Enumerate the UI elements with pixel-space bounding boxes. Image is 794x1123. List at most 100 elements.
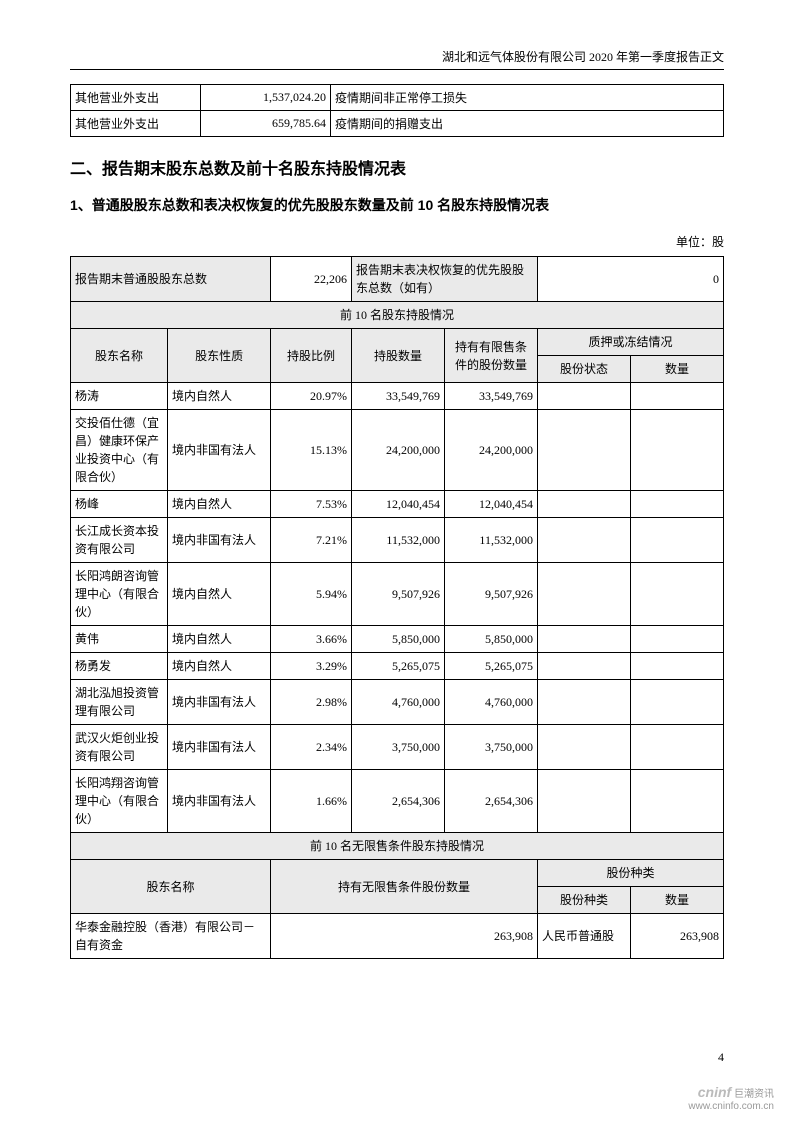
table-cell: 15.13%	[271, 410, 352, 491]
table-cell: 境内非国有法人	[168, 410, 271, 491]
col-name: 股东名称	[71, 329, 168, 383]
table-cell: 20.97%	[271, 383, 352, 410]
table-cell	[630, 518, 723, 563]
table-cell: 2,654,306	[444, 770, 537, 833]
section-heading-2: 二、报告期末股东总数及前十名股东持股情况表	[70, 155, 724, 179]
summary-right-label: 报告期末表决权恢复的优先股股东总数（如有）	[351, 257, 537, 302]
col-ratio: 持股比例	[271, 329, 352, 383]
table-cell: 长阳鸿朗咨询管理中心（有限合伙）	[71, 563, 168, 626]
table-cell: 263,908	[271, 914, 538, 959]
summary-left-label: 报告期末普通股股东总数	[71, 257, 271, 302]
table-cell: 5,850,000	[351, 626, 444, 653]
table-cell: 湖北泓旭投资管理有限公司	[71, 680, 168, 725]
table-cell: 4,760,000	[351, 680, 444, 725]
table-cell: 杨涛	[71, 383, 168, 410]
table-cell: 7.53%	[271, 491, 352, 518]
table-cell: 境内非国有法人	[168, 680, 271, 725]
table-cell	[537, 653, 630, 680]
table-cell: 24,200,000	[351, 410, 444, 491]
top10-title: 前 10 名股东持股情况	[71, 302, 724, 329]
table-row: 湖北泓旭投资管理有限公司境内非国有法人2.98%4,760,0004,760,0…	[71, 680, 724, 725]
table-cell: 境内非国有法人	[168, 770, 271, 833]
table-cell: 境内自然人	[168, 383, 271, 410]
table-cell: 9,507,926	[351, 563, 444, 626]
table-row: 杨涛境内自然人20.97%33,549,76933,549,769	[71, 383, 724, 410]
table-cell: 3.29%	[271, 653, 352, 680]
expense-table: 其他营业外支出1,537,024.20疫情期间非正常停工损失其他营业外支出659…	[70, 84, 724, 137]
summary-right-value: 0	[537, 257, 723, 302]
table-cell: 33,549,769	[351, 383, 444, 410]
col-qty: 数量	[630, 356, 723, 383]
table-cell: 659,785.64	[201, 111, 331, 137]
table-cell	[537, 770, 630, 833]
table-cell	[630, 725, 723, 770]
table-cell: 3,750,000	[444, 725, 537, 770]
footer-logo: cninf 巨潮资讯 www.cninfo.com.cn	[688, 1084, 774, 1113]
table-row: 黄伟境内自然人3.66%5,850,0005,850,000	[71, 626, 724, 653]
table-row: 长江成长资本投资有限公司境内非国有法人7.21%11,532,00011,532…	[71, 518, 724, 563]
table-cell: 长江成长资本投资有限公司	[71, 518, 168, 563]
table-cell: 2.98%	[271, 680, 352, 725]
table-cell: 境内非国有法人	[168, 518, 271, 563]
table-cell: 华泰金融控股（香港）有限公司－自有资金	[71, 914, 271, 959]
table-cell	[537, 383, 630, 410]
col-pledge-title: 质押或冻结情况	[537, 329, 723, 356]
ur-col-type: 股份种类	[537, 887, 630, 914]
table-cell	[630, 653, 723, 680]
table-cell: 境内自然人	[168, 653, 271, 680]
table-cell: 长阳鸿翔咨询管理中心（有限合伙）	[71, 770, 168, 833]
table-cell: 1.66%	[271, 770, 352, 833]
table-cell	[630, 626, 723, 653]
summary-left-value: 22,206	[271, 257, 352, 302]
table-cell	[537, 410, 630, 491]
table-cell	[537, 680, 630, 725]
table-cell	[537, 725, 630, 770]
table-cell: 5,265,075	[351, 653, 444, 680]
unrestricted-title: 前 10 名无限售条件股东持股情况	[71, 833, 724, 860]
table-row: 华泰金融控股（香港）有限公司－自有资金263,908人民币普通股263,908	[71, 914, 724, 959]
table-cell: 疫情期间非正常停工损失	[331, 85, 724, 111]
table-cell: 境内自然人	[168, 563, 271, 626]
col-nature: 股东性质	[168, 329, 271, 383]
table-cell: 33,549,769	[444, 383, 537, 410]
table-cell: 境内自然人	[168, 491, 271, 518]
table-cell	[630, 680, 723, 725]
table-cell: 263,908	[630, 914, 723, 959]
footer-brand: cninf	[698, 1084, 731, 1100]
table-cell: 其他营业外支出	[71, 111, 201, 137]
table-cell: 交投佰仕德（宜昌）健康环保产业投资中心（有限合伙）	[71, 410, 168, 491]
table-cell: 杨峰	[71, 491, 168, 518]
table-row: 长阳鸿朗咨询管理中心（有限合伙）境内自然人5.94%9,507,9269,507…	[71, 563, 724, 626]
table-cell: 疫情期间的捐赠支出	[331, 111, 724, 137]
ur-col-qty: 数量	[630, 887, 723, 914]
table-cell: 4,760,000	[444, 680, 537, 725]
ur-col-type-title: 股份种类	[537, 860, 723, 887]
table-cell	[630, 383, 723, 410]
page-header: 湖北和远气体股份有限公司 2020 年第一季度报告正文	[70, 48, 724, 70]
section-heading-3: 1、普通股股东总数和表决权恢复的优先股股东数量及前 10 名股东持股情况表	[70, 195, 724, 215]
footer-sub: 巨潮资讯	[734, 1089, 774, 1100]
unit-label: 单位：股	[70, 233, 724, 250]
ur-col-shares: 持有无限售条件股份数量	[271, 860, 538, 914]
page-number: 4	[718, 1050, 724, 1065]
table-cell	[537, 491, 630, 518]
table-cell: 24,200,000	[444, 410, 537, 491]
col-status: 股份状态	[537, 356, 630, 383]
table-cell: 其他营业外支出	[71, 85, 201, 111]
ur-col-name: 股东名称	[71, 860, 271, 914]
table-cell: 12,040,454	[444, 491, 537, 518]
table-cell: 2.34%	[271, 725, 352, 770]
table-cell: 12,040,454	[351, 491, 444, 518]
table-cell: 人民币普通股	[537, 914, 630, 959]
table-cell: 11,532,000	[351, 518, 444, 563]
table-cell: 境内非国有法人	[168, 725, 271, 770]
table-cell: 9,507,926	[444, 563, 537, 626]
table-cell: 黄伟	[71, 626, 168, 653]
table-cell	[537, 518, 630, 563]
shareholders-table: 报告期末普通股股东总数 22,206 报告期末表决权恢复的优先股股东总数（如有）…	[70, 256, 724, 959]
table-cell	[630, 563, 723, 626]
col-restricted: 持有有限售条件的股份数量	[444, 329, 537, 383]
table-row: 武汉火炬创业投资有限公司境内非国有法人2.34%3,750,0003,750,0…	[71, 725, 724, 770]
col-shares: 持股数量	[351, 329, 444, 383]
table-cell	[630, 770, 723, 833]
